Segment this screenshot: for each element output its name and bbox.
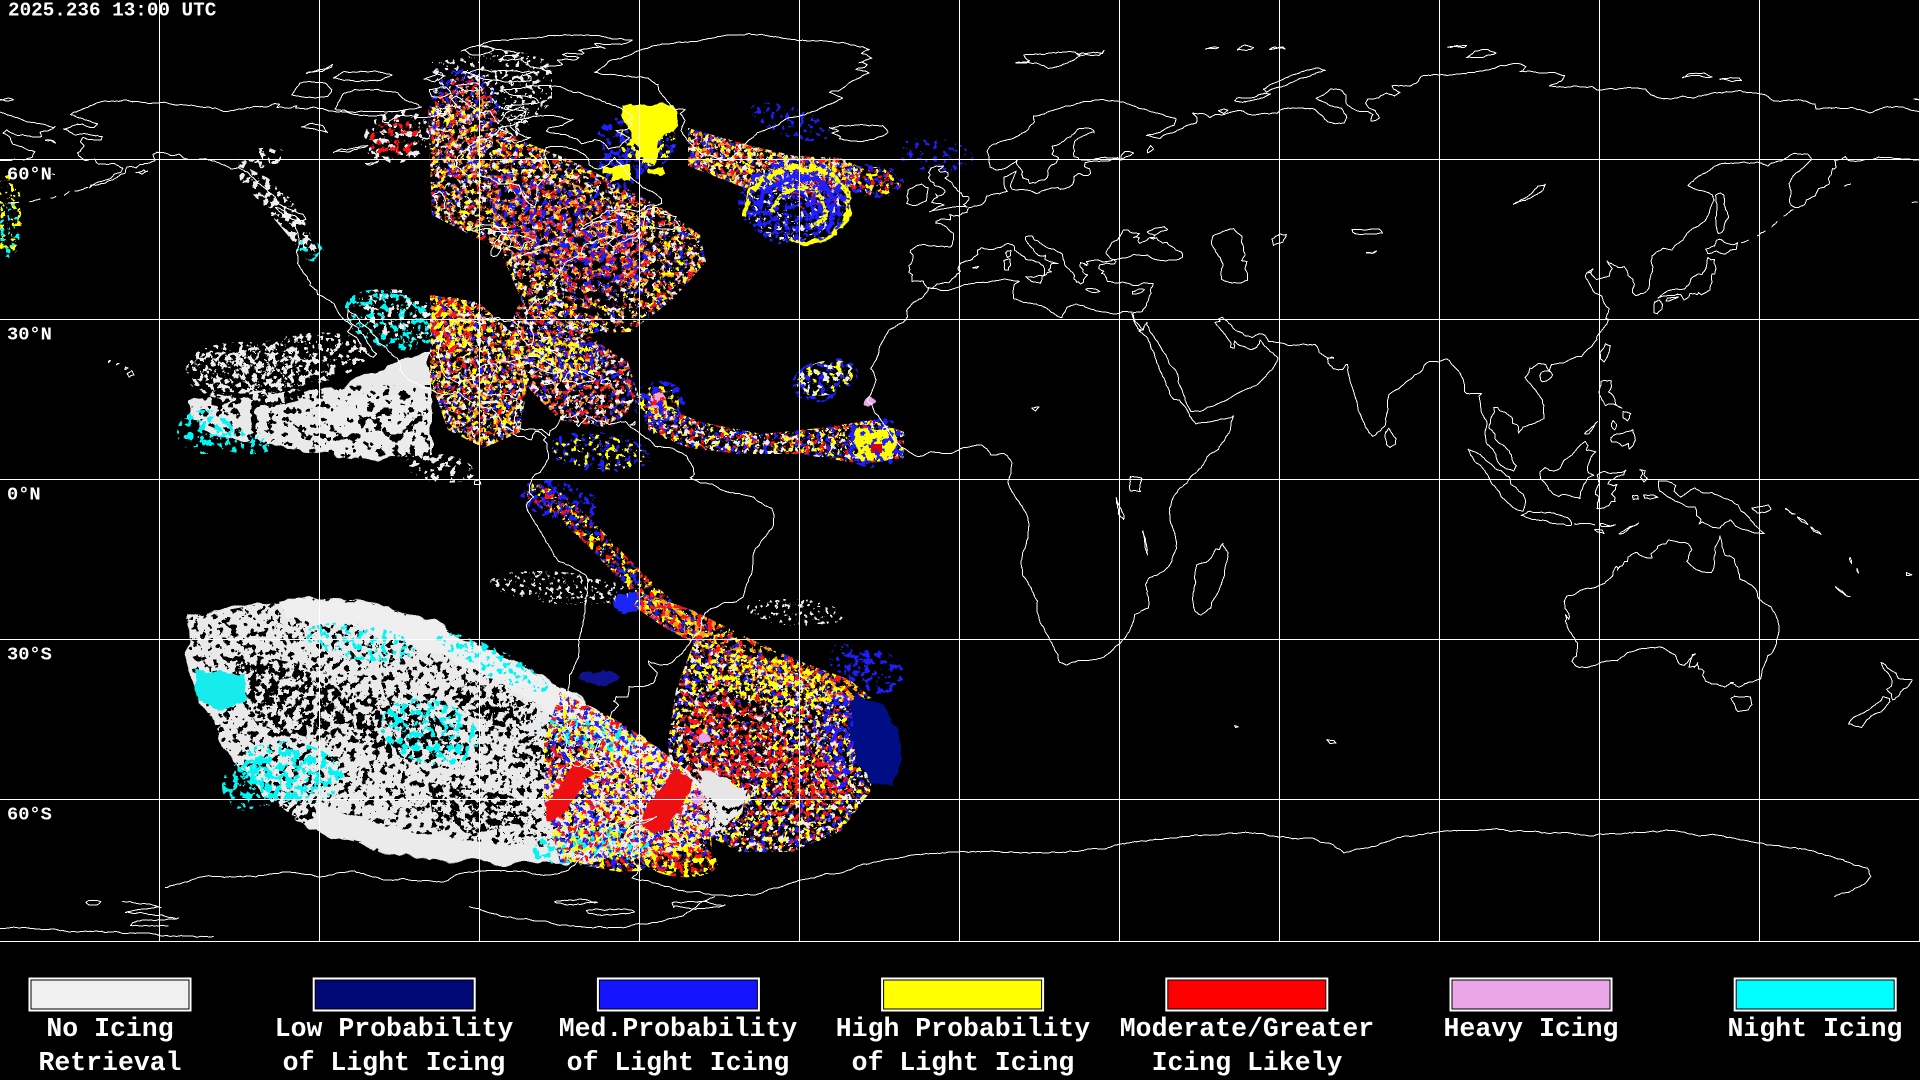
svg-text:60°N: 60°N [7,164,52,186]
svg-text:30°S: 30°S [7,644,52,666]
svg-text:Night Icing: Night Icing [1728,1014,1903,1044]
svg-text:Moderate/Greater: Moderate/Greater [1120,1014,1374,1044]
svg-text:Heavy Icing: Heavy Icing [1444,1014,1619,1044]
svg-text:High Probability: High Probability [836,1014,1091,1044]
svg-text:No Icing: No Icing [46,1014,173,1044]
svg-text:Icing Likely: Icing Likely [1152,1048,1343,1078]
svg-text:0°N: 0°N [7,484,41,506]
svg-text:30°N: 30°N [7,324,52,346]
svg-text:of Light Icing: of Light Icing [567,1048,790,1078]
svg-text:Retrieval: Retrieval [38,1048,181,1078]
svg-text:Med.Probability: Med.Probability [559,1014,798,1044]
svg-text:of Light Icing: of Light Icing [852,1048,1075,1078]
svg-text:60°S: 60°S [7,804,52,826]
svg-text:of Light Icing: of Light Icing [283,1048,506,1078]
svg-text:2025.236 13:00 UTC: 2025.236 13:00 UTC [8,0,217,22]
svg-text:Low Probability: Low Probability [275,1014,514,1044]
